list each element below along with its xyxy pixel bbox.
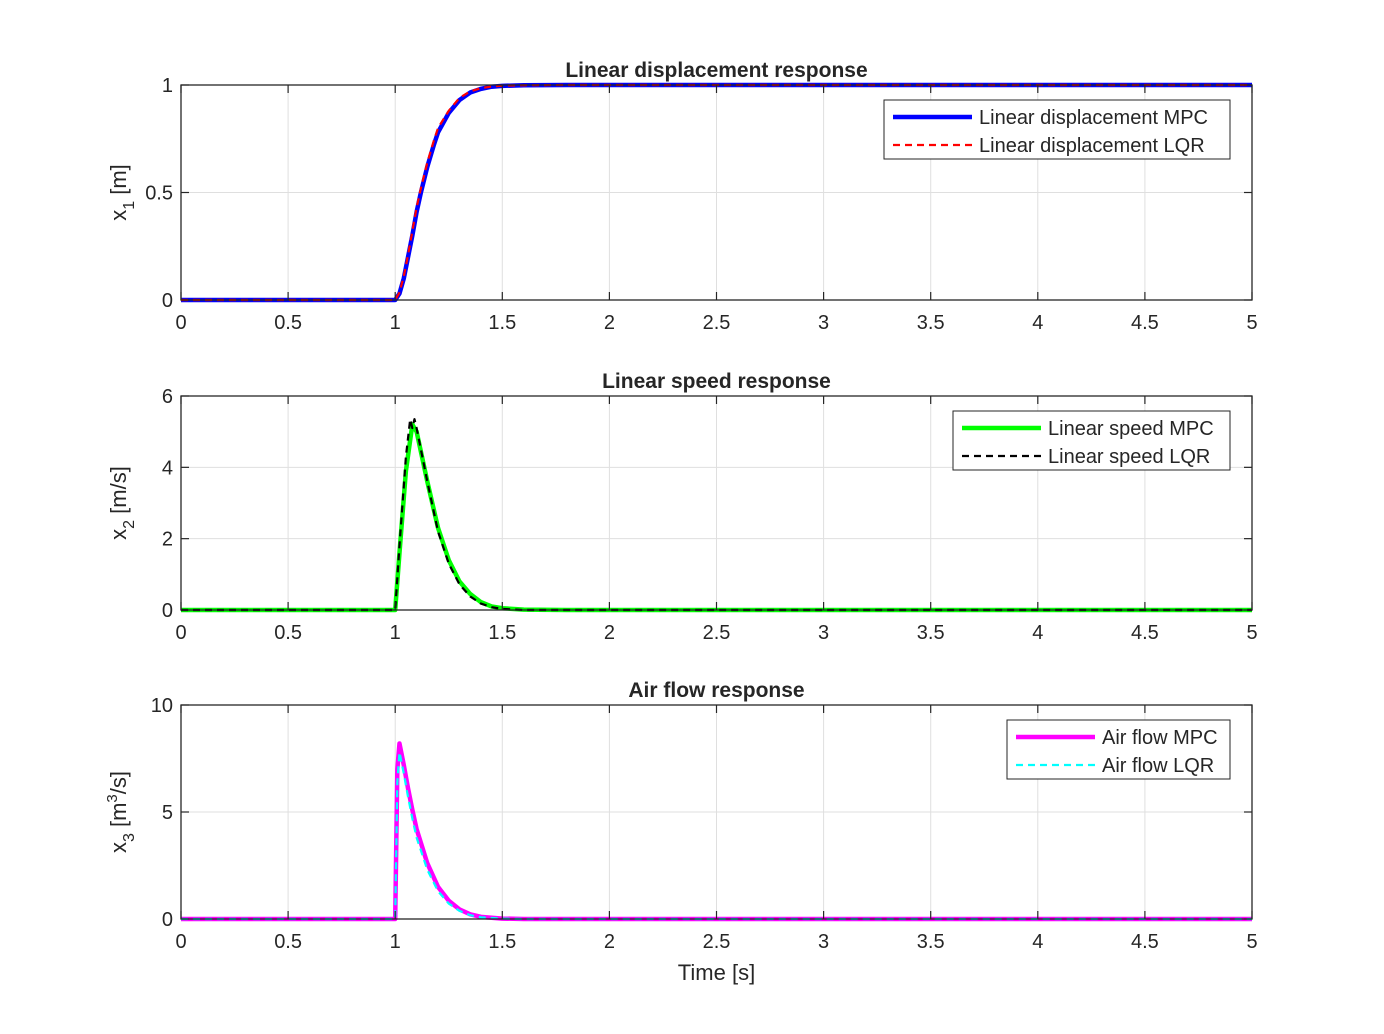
x-tick-label: 0	[175, 931, 186, 953]
x-tick-label: 1.5	[488, 622, 516, 644]
x-tick-label: 3.5	[917, 622, 945, 644]
legend: Air flow MPC Air flow LQR	[1006, 719, 1231, 780]
x-tick-label: 2	[604, 312, 615, 334]
x-axis-label: Time [s]	[678, 960, 755, 985]
legend-label-1: Linear displacement MPC	[979, 107, 1208, 129]
x-tick-label: 3.5	[917, 931, 945, 953]
x-tick-label: 0.5	[274, 622, 302, 644]
x-tick-label: 5	[1246, 312, 1257, 334]
y-tick-label: 0	[162, 290, 173, 312]
legend-box	[952, 410, 1231, 471]
y-tick-label: 10	[151, 695, 173, 717]
y-axis-label: x1 [m]	[106, 164, 138, 221]
chart-title: Linear speed response	[602, 370, 831, 393]
y-tick-label: 0	[162, 909, 173, 931]
y-tick-label: 6	[162, 386, 173, 408]
x-tick-label: 1	[390, 622, 401, 644]
y-tick-label: 1	[162, 75, 173, 97]
x-tick-label: 2	[604, 622, 615, 644]
legend-box	[883, 99, 1231, 160]
chart-title: Linear displacement response	[565, 59, 867, 82]
subplot-2: 0 0.5 1 1.5 2 2.5 3 3.5 4 4.5 5 0 2 4 6 Linear speed re…	[106, 370, 1258, 644]
x-tick-label: 4	[1032, 312, 1043, 334]
y-tick-label: 4	[162, 457, 173, 479]
x-tick-label: 1.5	[488, 931, 516, 953]
legend-label-2: Air flow LQR	[1102, 755, 1214, 777]
x-tick-label: 0	[175, 312, 186, 334]
series-line-2	[181, 418, 1252, 612]
x-tick-label: 1.5	[488, 312, 516, 334]
x-tick-label: 4.5	[1131, 622, 1159, 644]
legend-box	[1006, 719, 1231, 780]
x-tick-label: 4	[1032, 622, 1043, 644]
x-tick-label: 4	[1032, 931, 1043, 953]
x-tick-label: 2.5	[703, 622, 731, 644]
y-axis-label: x2 [m/s]	[106, 466, 138, 540]
y-tick-label: 5	[162, 802, 173, 824]
chart-title: Air flow response	[628, 679, 804, 702]
x-tick-label: 3.5	[917, 312, 945, 334]
legend-label-1: Air flow MPC	[1102, 727, 1218, 749]
x-tick-label: 4.5	[1131, 312, 1159, 334]
x-tick-label: 0.5	[274, 312, 302, 334]
subplot-1: 0 0.5 1 1.5 2 2.5 3 3.5 4 4.5 5 0 0.5 1 Linear displac…	[106, 59, 1258, 334]
series-line-2	[181, 83, 1252, 302]
x-tick-label: 5	[1246, 931, 1257, 953]
x-tick-label: 4.5	[1131, 931, 1159, 953]
legend-label-2: Linear displacement LQR	[979, 135, 1205, 157]
x-tick-label: 2.5	[703, 312, 731, 334]
x-tick-label: 0.5	[274, 931, 302, 953]
legend-label-2: Linear speed LQR	[1048, 446, 1210, 468]
x-tick-label: 0	[175, 622, 186, 644]
legend: Linear speed MPC Linear speed LQR	[952, 410, 1231, 471]
subplot-3: 0 0.5 1 1.5 2 2.5 3 3.5 4 4.5 5 0 5 10 Air flow respon…	[104, 679, 1258, 985]
x-tick-label: 1	[390, 312, 401, 334]
x-tick-label: 5	[1246, 622, 1257, 644]
x-tick-label: 1	[390, 931, 401, 953]
y-tick-label: 2	[162, 529, 173, 551]
y-tick-label: 0.5	[145, 183, 173, 205]
y-axis-label: x3 [m3/s]	[104, 771, 138, 853]
x-tick-label: 3	[818, 931, 829, 953]
legend-label-1: Linear speed MPC	[1048, 418, 1214, 440]
x-tick-label: 3	[818, 622, 829, 644]
x-tick-label: 2.5	[703, 931, 731, 953]
x-tick-label: 2	[604, 931, 615, 953]
y-tick-label: 0	[162, 600, 173, 622]
x-tick-label: 3	[818, 312, 829, 334]
legend: Linear displacement MPC Linear displaceme…	[883, 99, 1231, 160]
